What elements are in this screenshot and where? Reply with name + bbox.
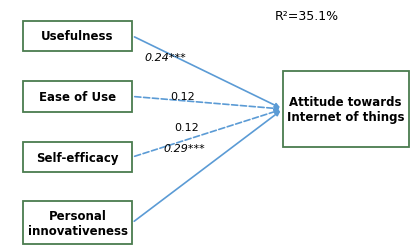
FancyBboxPatch shape [283,72,409,147]
Text: 0.24***: 0.24*** [145,53,186,63]
Text: Personal
innovativeness: Personal innovativeness [28,209,127,237]
Text: 0.12: 0.12 [170,92,195,102]
FancyBboxPatch shape [23,21,132,52]
FancyBboxPatch shape [23,142,132,173]
FancyBboxPatch shape [23,202,132,244]
Text: 0.29***: 0.29*** [163,144,205,154]
Text: Self-efficacy: Self-efficacy [36,151,119,164]
Text: Usefulness: Usefulness [41,30,114,43]
Text: Attitude towards
Internet of things: Attitude towards Internet of things [287,96,404,123]
FancyBboxPatch shape [23,82,132,112]
Text: 0.12: 0.12 [174,122,199,132]
Text: Ease of Use: Ease of Use [39,90,116,104]
Text: R²=35.1%: R²=35.1% [274,10,339,23]
